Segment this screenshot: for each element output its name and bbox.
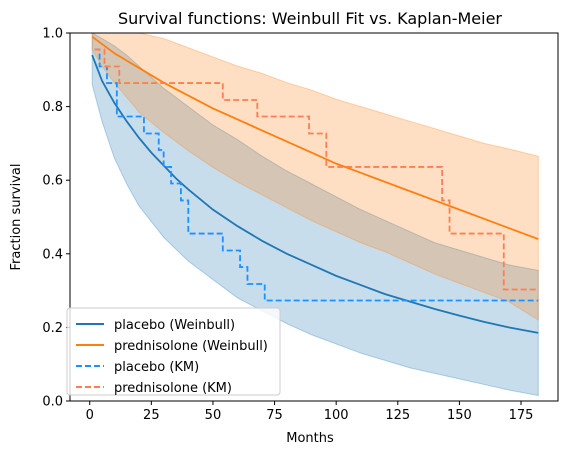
y-tick-label: 0.8 (42, 100, 63, 115)
y-axis-ticks: 0.0 0.2 0.4 0.6 0.8 1.0 (42, 27, 70, 410)
y-tick-label: 1.0 (42, 27, 63, 42)
y-tick-label: 0.0 (42, 395, 63, 410)
x-tick-label: 150 (447, 408, 472, 423)
x-tick-label: 125 (385, 408, 410, 423)
legend-label-placebo-weinbull: placebo (Weinbull) (114, 318, 235, 333)
y-tick-label: 0.4 (42, 247, 63, 262)
series-line-prednisolone-km (94, 48, 539, 291)
legend: placebo (Weinbull) prednisolone (Weinbul… (66, 307, 281, 396)
series-line-prednisolone-weinbull (91, 35, 539, 240)
y-tick-label: 0.6 (42, 174, 63, 189)
chart-title: Survival functions: Weinbull Fit vs. Kap… (118, 9, 502, 28)
series-line-placebo-km (94, 48, 539, 302)
confidence-band-prednisolone-weinbull (91, 33, 539, 321)
series-line-placebo-weinbull (91, 54, 539, 334)
legend-box (66, 307, 281, 396)
legend-label-prednisolone-weinbull: prednisolone (Weinbull) (114, 339, 268, 354)
plot-frame (69, 32, 559, 402)
y-axis-label: Fraction survival (9, 164, 24, 271)
x-tick-label: 75 (266, 408, 283, 423)
x-tick-label: 100 (324, 408, 349, 423)
x-tick-label: 0 (86, 408, 94, 423)
confidence-band-placebo-weinbull (91, 33, 539, 397)
x-tick-label: 25 (143, 408, 160, 423)
y-tick-label: 0.2 (42, 321, 63, 336)
x-tick-label: 175 (509, 408, 534, 423)
x-axis-ticks: 0 25 50 75 100 125 150 175 (86, 401, 534, 423)
x-tick-label: 50 (205, 408, 222, 423)
x-axis-label: Months (286, 431, 334, 446)
series-lines (91, 35, 539, 334)
confidence-bands (91, 33, 539, 397)
legend-label-placebo-km: placebo (KM) (114, 360, 199, 375)
legend-label-prednisolone-km: prednisolone (KM) (114, 381, 232, 396)
